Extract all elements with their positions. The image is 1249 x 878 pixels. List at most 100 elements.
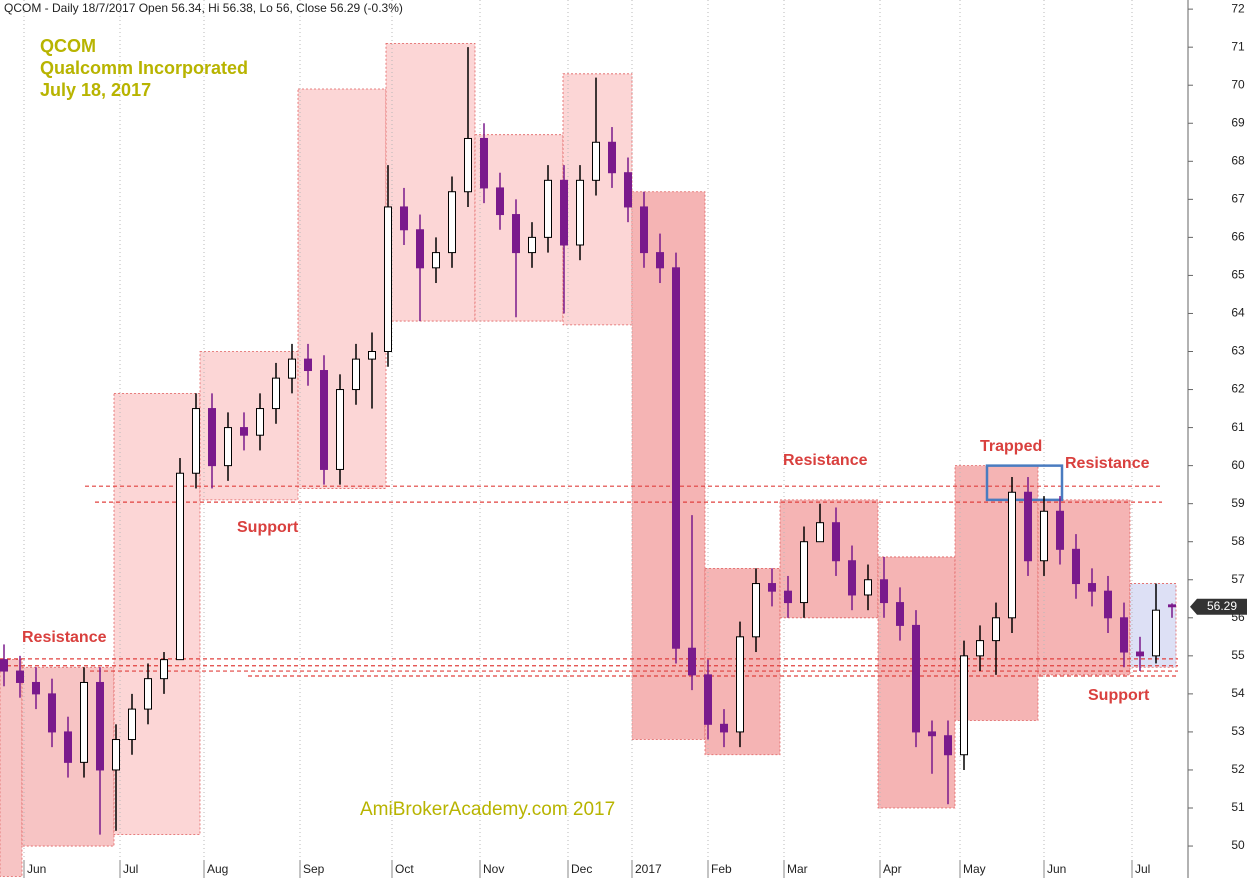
x-tick-label: May [963,862,986,876]
candle-body [960,655,968,756]
symbol: QCOM [40,36,96,56]
candle-body [16,670,24,683]
candle-body [704,674,712,725]
y-tick-label: 72 [1231,1,1245,15]
y-tick-label: 65 [1231,268,1245,282]
candle-body [1024,491,1032,562]
y-tick-label: 52 [1231,762,1245,776]
candle-body [480,137,488,189]
y-tick-label: 51 [1231,800,1245,814]
y-tick-label: 54 [1231,686,1245,700]
candle-body [672,267,680,649]
candle-body [304,358,312,372]
candle-body [752,583,760,638]
candle-body [1152,609,1160,657]
candle-body [496,187,504,216]
candle-body [560,179,568,246]
candle-body [1040,510,1048,562]
x-tick-label: Jun [1047,862,1066,876]
candle-body [544,179,552,238]
candle-body [640,206,648,254]
x-tick-label: Oct [395,862,414,876]
y-tick-label: 55 [1231,648,1245,662]
candle-body [400,206,408,231]
candle-body [608,141,616,174]
annotation: Resistance [22,629,107,646]
candle-body [48,693,56,733]
candle-body [64,731,72,763]
candle-body [976,640,984,657]
candle-body [1136,651,1144,657]
y-tick-label: 71 [1231,39,1245,53]
candle-body [1056,510,1064,550]
candle-body [656,252,664,269]
candle-body [912,624,920,733]
candle-body [272,377,280,410]
zone [113,392,201,836]
y-tick-label: 68 [1231,153,1245,167]
candle-body [384,206,392,353]
x-tick-label: Sep [303,862,325,876]
candle-body [192,408,200,474]
candle-body [784,590,792,604]
candle-body [896,602,904,626]
candle-body [336,389,344,470]
candle-body [176,472,184,661]
candle-body [512,214,520,254]
candle-body [1168,604,1176,608]
y-tick-label: 59 [1231,496,1245,510]
x-tick-label: Jun [27,862,46,876]
annotation: Support [1088,687,1150,704]
x-tick-label: Jul [1135,862,1150,876]
candle-body [240,427,248,436]
candle-body [288,358,296,379]
y-tick-label: 70 [1231,77,1245,91]
annotation: Trapped [980,438,1042,455]
candle-body [96,681,104,771]
watermark: AmiBrokerAcademy.com 2017 [360,799,615,820]
candle-body [800,541,808,604]
axes: Jun Jul Aug Sep Oct Nov Dec 2017 Feb Mar Apr May Jun… [23,0,1247,878]
zone [779,499,879,619]
candle-body [432,252,440,269]
x-tick-label: Feb [711,862,732,876]
candle-body [992,617,1000,642]
candle-body [624,172,632,208]
candle-body [464,137,472,193]
candle-body [160,659,168,680]
candle-body [0,659,8,672]
x-tick-label: Dec [571,862,592,876]
y-tick-label: 62 [1231,382,1245,396]
candle-body [352,358,360,391]
candle-body [1088,583,1096,592]
x-tick-label: 2017 [635,862,662,876]
zone [0,659,23,877]
y-tick-label: 53 [1231,724,1245,738]
date: July 18, 2017 [40,80,151,100]
y-tick-label: 67 [1231,192,1245,206]
candle-body [832,522,840,562]
annotation: Resistance [1065,455,1150,472]
y-tick-label: 64 [1231,306,1245,320]
x-tick-label: Jul [123,862,138,876]
x-tick-label: Mar [787,862,808,876]
candle-body [416,229,424,269]
chart-title: QCOM - Daily 18/7/2017 Open 56.34, Hi 56… [4,1,403,15]
y-tick-label: 61 [1231,420,1245,434]
x-tick-label: Apr [883,862,902,876]
annotation: Resistance [783,452,868,469]
candle-body [528,236,536,254]
candle-body [208,408,216,467]
candle-body [688,647,696,676]
y-tick-label: 63 [1231,344,1245,358]
candle-body [1104,590,1112,619]
zone [385,42,476,322]
candle-body [1072,548,1080,585]
candle-body [768,583,776,592]
y-tick-label: 50 [1231,838,1245,852]
candle-body [32,681,40,695]
price-tag [1190,598,1247,615]
candle-body [576,179,584,246]
candle-body [256,408,264,436]
